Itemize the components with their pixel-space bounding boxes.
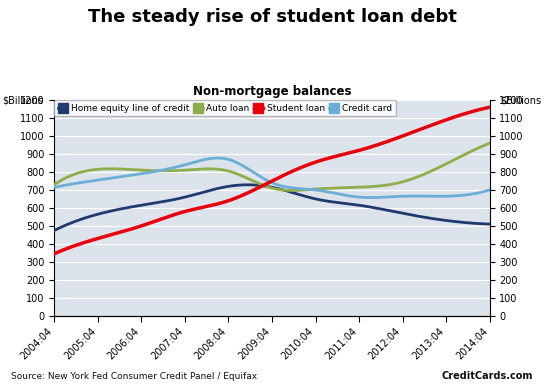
Text: Source: New York Fed Consumer Credit Panel / Equifax: Source: New York Fed Consumer Credit Pan… <box>11 372 257 381</box>
Student loan <box>51 251 58 256</box>
Home equity line of credit <box>132 204 139 209</box>
Auto loan <box>452 157 458 162</box>
Credit card <box>454 194 460 198</box>
Student loan <box>132 226 139 230</box>
Auto loan <box>289 188 296 193</box>
Auto loan <box>167 169 174 173</box>
Credit card <box>368 195 375 200</box>
Student loan <box>486 105 493 110</box>
Home equity line of credit <box>77 217 84 222</box>
Legend: Home equity line of credit, Auto loan, Student loan, Credit card: Home equity line of credit, Auto loan, S… <box>54 100 395 116</box>
Home equity line of credit <box>51 228 58 233</box>
Text: Non-mortgage balances: Non-mortgage balances <box>193 85 351 98</box>
Student loan <box>449 116 456 120</box>
Home equity line of credit <box>452 219 458 224</box>
Line: Auto loan: Auto loan <box>54 143 490 191</box>
Auto loan <box>486 141 493 146</box>
Credit card <box>132 172 139 177</box>
Credit card <box>486 187 493 192</box>
Text: $Billions: $Billions <box>500 95 541 105</box>
Student loan <box>77 241 84 246</box>
Credit card <box>69 182 75 186</box>
Auto loan <box>467 150 473 154</box>
Line: Student loan: Student loan <box>54 107 490 254</box>
Text: The steady rise of student loan debt: The steady rise of student loan debt <box>88 8 456 26</box>
Auto loan <box>69 173 75 177</box>
Auto loan <box>77 170 84 174</box>
Auto loan <box>51 182 58 187</box>
Line: Home equity line of credit: Home equity line of credit <box>54 185 490 230</box>
Credit card <box>469 192 475 196</box>
Home equity line of credit <box>69 220 75 225</box>
Home equity line of credit <box>244 182 250 187</box>
Student loan <box>465 110 471 115</box>
Text: $Billions: $Billions <box>3 95 44 105</box>
Student loan <box>167 214 174 218</box>
Auto loan <box>132 167 139 172</box>
Line: Credit card: Credit card <box>54 158 490 198</box>
Credit card <box>167 166 174 171</box>
Credit card <box>215 156 222 160</box>
Text: CreditCards.com: CreditCards.com <box>442 371 533 381</box>
Credit card <box>77 180 84 185</box>
Student loan <box>69 244 75 249</box>
Home equity line of credit <box>486 222 493 226</box>
Credit card <box>51 185 58 189</box>
Home equity line of credit <box>167 198 174 203</box>
Home equity line of credit <box>467 221 473 225</box>
